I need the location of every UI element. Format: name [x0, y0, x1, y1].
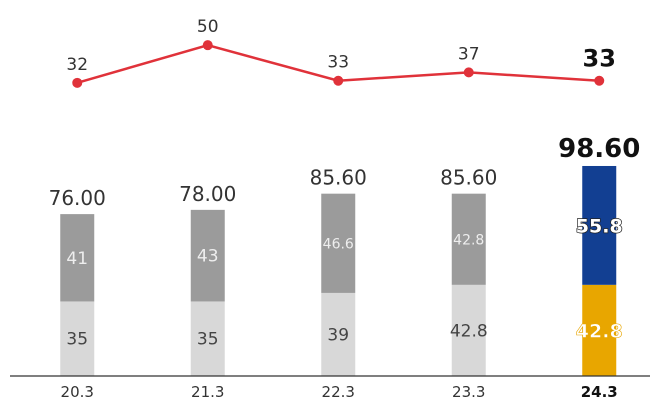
x-tick-label: 20.3 [61, 383, 94, 401]
bar-segment-bottom [451, 284, 486, 376]
bar-segment-bottom [60, 301, 95, 376]
segment-value-label: 46.6 [323, 236, 354, 252]
bar-segment-top [60, 214, 95, 302]
line-point [463, 67, 474, 78]
line-value-label: 32 [66, 55, 88, 75]
total-label-group: 76.00 78.00 85.60 85.60 98.60 [49, 134, 641, 210]
line-point [333, 75, 344, 86]
segment-value-label: 42.8 [453, 232, 484, 248]
total-value-label: 78.00 [179, 182, 236, 206]
bar-segment-top [582, 165, 617, 285]
total-value-label: 98.60 [558, 134, 640, 164]
bar-segment-bottom [321, 292, 356, 376]
line-value-label: 33 [327, 53, 349, 73]
bar-segment-bottom [190, 301, 225, 376]
line-value-label: 37 [458, 44, 480, 64]
segment-label-group: 35 41 35 43 39 46.6 42.8 42.8 42.8 55.8 [66, 215, 623, 350]
x-tick-label: 22.3 [322, 383, 355, 401]
segment-value-label: 41 [66, 249, 88, 269]
x-tick-group: 20.3 21.3 22.3 23.3 24.3 [61, 383, 618, 401]
line-point [202, 40, 213, 51]
line-point [594, 75, 605, 86]
bar-segment-top [451, 193, 486, 285]
segment-value-label: 35 [66, 330, 88, 350]
line-point [72, 77, 83, 88]
segment-value-label: 43 [197, 247, 219, 267]
line-value-label: 50 [197, 17, 219, 37]
segment-value-label: 42.8 [450, 321, 488, 341]
total-value-label: 76.00 [49, 186, 106, 210]
total-value-label: 85.60 [440, 166, 497, 190]
x-tick-label: 24.3 [581, 383, 618, 401]
bar-segment-top [190, 209, 225, 302]
x-tick-label: 23.3 [452, 383, 485, 401]
bar-segment-top [321, 193, 356, 293]
segment-value-label: 39 [327, 325, 349, 345]
bar-group [60, 165, 617, 376]
segment-value-label: 55.8 [576, 215, 623, 237]
line-value-label: 33 [583, 45, 616, 73]
line-series-group: 32 50 33 37 33 [66, 17, 616, 88]
bar-segment-bottom [582, 284, 617, 376]
segment-value-label: 35 [197, 330, 219, 350]
x-tick-label: 21.3 [191, 383, 224, 401]
segment-value-label: 42.8 [576, 320, 623, 342]
total-value-label: 85.60 [310, 166, 367, 190]
